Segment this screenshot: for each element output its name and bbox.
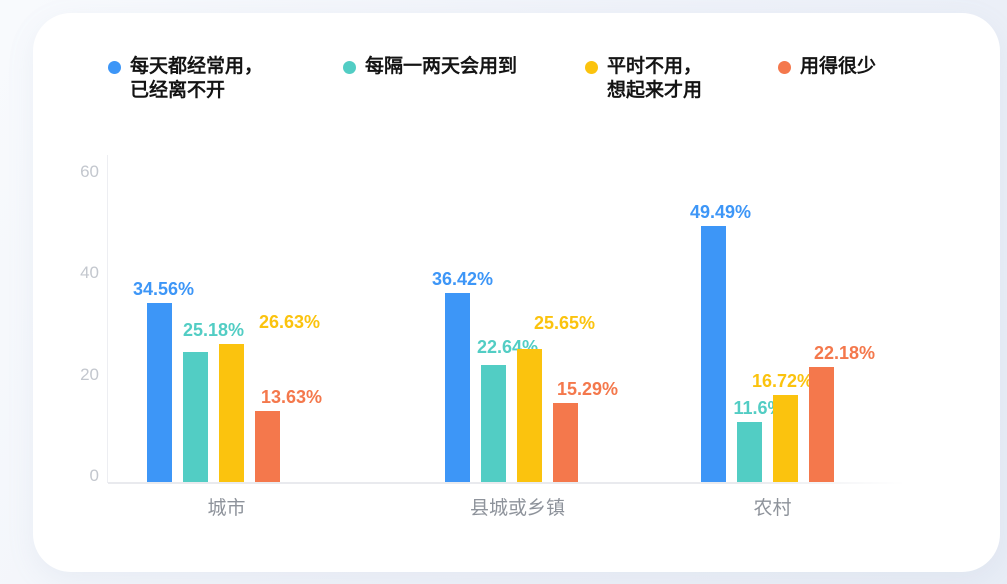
bar-平时不用，想起来才用-城市[interactable]	[219, 344, 244, 482]
bar-value-label: 11.6%	[733, 398, 784, 418]
legend-label: 每天都经常用， 已经离不开	[130, 56, 264, 101]
bar-value-label: 16.72%	[751, 371, 814, 391]
y-axis-tick-label: 0	[89, 466, 99, 485]
legend-dot-teal-icon	[343, 61, 356, 74]
x-axis-category-label: 城市	[207, 498, 246, 519]
x-axis-category-label: 农村	[753, 498, 792, 519]
bar-每隔一两天会用到-城市[interactable]	[183, 352, 208, 482]
bar-用得很少-农村[interactable]	[809, 367, 834, 482]
bar-每天都经常用，已经离不开-城市[interactable]	[147, 303, 172, 482]
legend-item-rarely-remember[interactable]: 平时不用， 想起来才用	[585, 55, 702, 103]
bar-value-label: 34.56%	[132, 279, 195, 299]
legend-item-every-other-day[interactable]: 每隔一两天会用到	[343, 55, 517, 79]
legend-item-daily-use[interactable]: 每天都经常用， 已经离不开	[108, 55, 263, 103]
bar-平时不用，想起来才用-县城或乡镇[interactable]	[517, 349, 542, 482]
legend-item-seldom-use[interactable]: 用得很少	[778, 55, 876, 79]
bar-chart: 0 20 40 60 34.56% 36.42% 49.49% 25.18% 22.64% 11.…	[33, 131, 1000, 551]
legend-dot-yellow-icon	[585, 61, 598, 74]
y-axis-tick-label: 40	[80, 263, 99, 283]
bar-value-label: 26.63%	[258, 312, 321, 332]
bar-平时不用，想起来才用-农村[interactable]	[773, 395, 798, 482]
y-axis-line	[107, 155, 108, 483]
bar-value-label: 15.29%	[556, 379, 619, 399]
bar-每天都经常用，已经离不开-农村[interactable]	[701, 226, 726, 482]
y-axis-tick-label: 60	[80, 161, 99, 181]
chart-card: 每天都经常用， 已经离不开 每隔一两天会用到 平时不用， 想起来才用 用得很少 0 2…	[33, 13, 1000, 572]
bar-value-label: 25.18%	[182, 320, 245, 340]
legend-label: 平时不用， 想起来才用	[607, 56, 703, 101]
bar-用得很少-县城或乡镇[interactable]	[553, 403, 578, 482]
bar-每隔一两天会用到-县城或乡镇[interactable]	[481, 365, 506, 482]
legend-label: 用得很少	[800, 56, 877, 77]
x-axis-line	[108, 482, 905, 484]
x-axis-category-label: 县城或乡镇	[469, 498, 566, 519]
bar-value-label: 49.49%	[689, 202, 752, 222]
bar-每天都经常用，已经离不开-县城或乡镇[interactable]	[445, 293, 470, 482]
bar-value-label: 13.63%	[260, 387, 323, 407]
legend-dot-blue-icon	[108, 61, 121, 74]
y-axis-tick-label: 20	[80, 364, 99, 384]
legend-label: 每隔一两天会用到	[365, 56, 518, 77]
bar-value-label: 36.42%	[431, 269, 494, 289]
bar-value-label: 25.65%	[533, 313, 596, 333]
bar-用得很少-城市[interactable]	[255, 411, 280, 482]
bar-value-label: 22.18%	[813, 343, 876, 363]
legend-dot-orange-icon	[778, 61, 791, 74]
bar-每隔一两天会用到-农村[interactable]	[737, 422, 762, 482]
